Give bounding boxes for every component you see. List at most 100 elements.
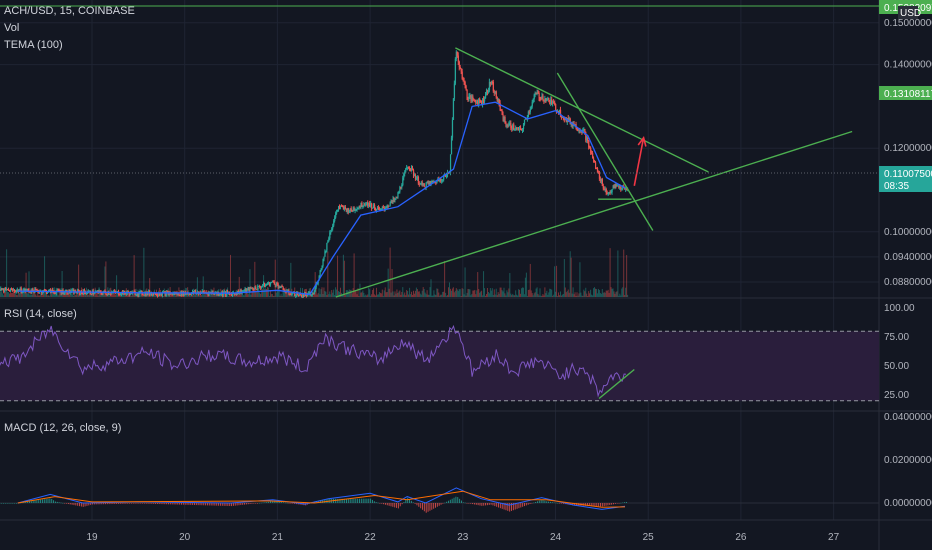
macd-histogram-bar bbox=[266, 502, 268, 503]
candle-body bbox=[257, 285, 259, 290]
candle-body bbox=[373, 205, 375, 208]
volume-bar bbox=[600, 293, 602, 297]
volume-bar bbox=[398, 291, 400, 297]
volume-bar bbox=[399, 290, 401, 297]
macd-histogram-bar bbox=[490, 503, 492, 505]
candle-body bbox=[613, 186, 615, 188]
macd-histogram-bar bbox=[379, 503, 381, 504]
volume-bar bbox=[553, 294, 555, 297]
macd-histogram-bar bbox=[544, 500, 546, 503]
candle-body bbox=[168, 293, 170, 295]
volume-bar bbox=[542, 294, 544, 297]
volume-bar bbox=[238, 276, 240, 297]
candle-body bbox=[477, 100, 479, 105]
macd-histogram-bar bbox=[614, 503, 616, 504]
volume-bar bbox=[593, 288, 595, 297]
volume-bar bbox=[96, 292, 98, 297]
volume-bar bbox=[56, 290, 58, 297]
volume-bar bbox=[375, 295, 377, 297]
candle-body bbox=[532, 98, 534, 102]
volume-bar bbox=[611, 288, 613, 297]
candle-body bbox=[423, 183, 425, 187]
candle-body bbox=[500, 110, 502, 112]
volume-bar bbox=[428, 294, 430, 297]
volume-bar bbox=[108, 295, 110, 297]
volume-bar bbox=[112, 292, 114, 297]
macd-histogram-bar bbox=[453, 497, 455, 503]
candle-body bbox=[515, 127, 517, 130]
volume-bar bbox=[505, 295, 507, 297]
candle-body bbox=[355, 210, 357, 212]
candle-body bbox=[30, 291, 32, 293]
candle-body bbox=[343, 207, 346, 210]
macd-histogram-bar bbox=[386, 503, 388, 506]
macd-histogram-bar bbox=[383, 503, 385, 505]
candle-body bbox=[270, 282, 273, 284]
macd-histogram-bar bbox=[64, 503, 66, 504]
volume-bar bbox=[279, 295, 281, 297]
candle-body bbox=[128, 292, 130, 295]
macd-histogram-bar bbox=[84, 503, 86, 507]
candle-body bbox=[150, 293, 152, 295]
volume-bar bbox=[173, 293, 175, 297]
candle-body bbox=[125, 292, 128, 295]
candle-body bbox=[2, 289, 4, 291]
volume-bar bbox=[27, 293, 29, 297]
candle-body bbox=[90, 293, 92, 295]
candle-body bbox=[503, 116, 505, 120]
volume-bar bbox=[566, 291, 568, 297]
candle-body bbox=[502, 114, 504, 120]
volume-bar bbox=[360, 292, 362, 297]
macd-histogram-bar bbox=[316, 500, 318, 503]
candle-body bbox=[548, 98, 550, 101]
volume-bar bbox=[38, 295, 40, 297]
volume-bar bbox=[551, 289, 553, 297]
volume-bar bbox=[278, 287, 280, 297]
currency-label: USD bbox=[900, 8, 921, 19]
candle-body bbox=[275, 283, 277, 286]
volume-bar bbox=[554, 266, 556, 297]
candle-body bbox=[594, 160, 596, 163]
macd-histogram-bar bbox=[36, 500, 38, 503]
volume-bar bbox=[494, 294, 496, 297]
rsi-tick-label: 50.00 bbox=[884, 361, 909, 372]
candle-body bbox=[510, 123, 512, 129]
candle-body bbox=[375, 209, 378, 211]
candle-body bbox=[378, 208, 381, 210]
candle-body bbox=[20, 288, 22, 293]
volume-bar bbox=[140, 292, 142, 297]
volume-bar bbox=[498, 293, 500, 297]
candle-body bbox=[302, 295, 304, 298]
candle-body bbox=[517, 127, 519, 129]
macd-histogram-bar bbox=[414, 503, 416, 504]
macd-histogram-bar bbox=[155, 503, 157, 504]
macd-histogram-bar bbox=[492, 503, 494, 506]
candle-body bbox=[76, 292, 78, 294]
candle-body bbox=[8, 289, 10, 291]
candle-body bbox=[538, 92, 540, 98]
candle-body bbox=[335, 213, 337, 218]
volume-bar bbox=[267, 287, 269, 297]
macd-histogram-bar bbox=[28, 501, 30, 503]
candle-body bbox=[612, 186, 614, 190]
volume-bar bbox=[570, 257, 572, 297]
candle-body bbox=[436, 180, 438, 184]
candle-body bbox=[99, 290, 101, 292]
candle-body bbox=[614, 184, 616, 188]
price-tick-label: 0.15000000 bbox=[884, 18, 932, 29]
volume-bar bbox=[458, 289, 460, 297]
macd-histogram-bar bbox=[88, 503, 90, 506]
volume-bar bbox=[312, 295, 314, 297]
candle-body bbox=[254, 287, 256, 290]
macd-histogram-bar bbox=[412, 502, 414, 503]
candle-body bbox=[571, 123, 573, 127]
candle-body bbox=[290, 294, 292, 296]
candle-body bbox=[67, 293, 69, 295]
macd-histogram-bar bbox=[249, 503, 251, 504]
macd-histogram-bar bbox=[588, 503, 590, 507]
candle-body bbox=[346, 208, 348, 212]
macd-histogram-bar bbox=[607, 503, 609, 506]
macd-histogram-bar bbox=[551, 502, 553, 503]
candle-body bbox=[85, 293, 88, 295]
